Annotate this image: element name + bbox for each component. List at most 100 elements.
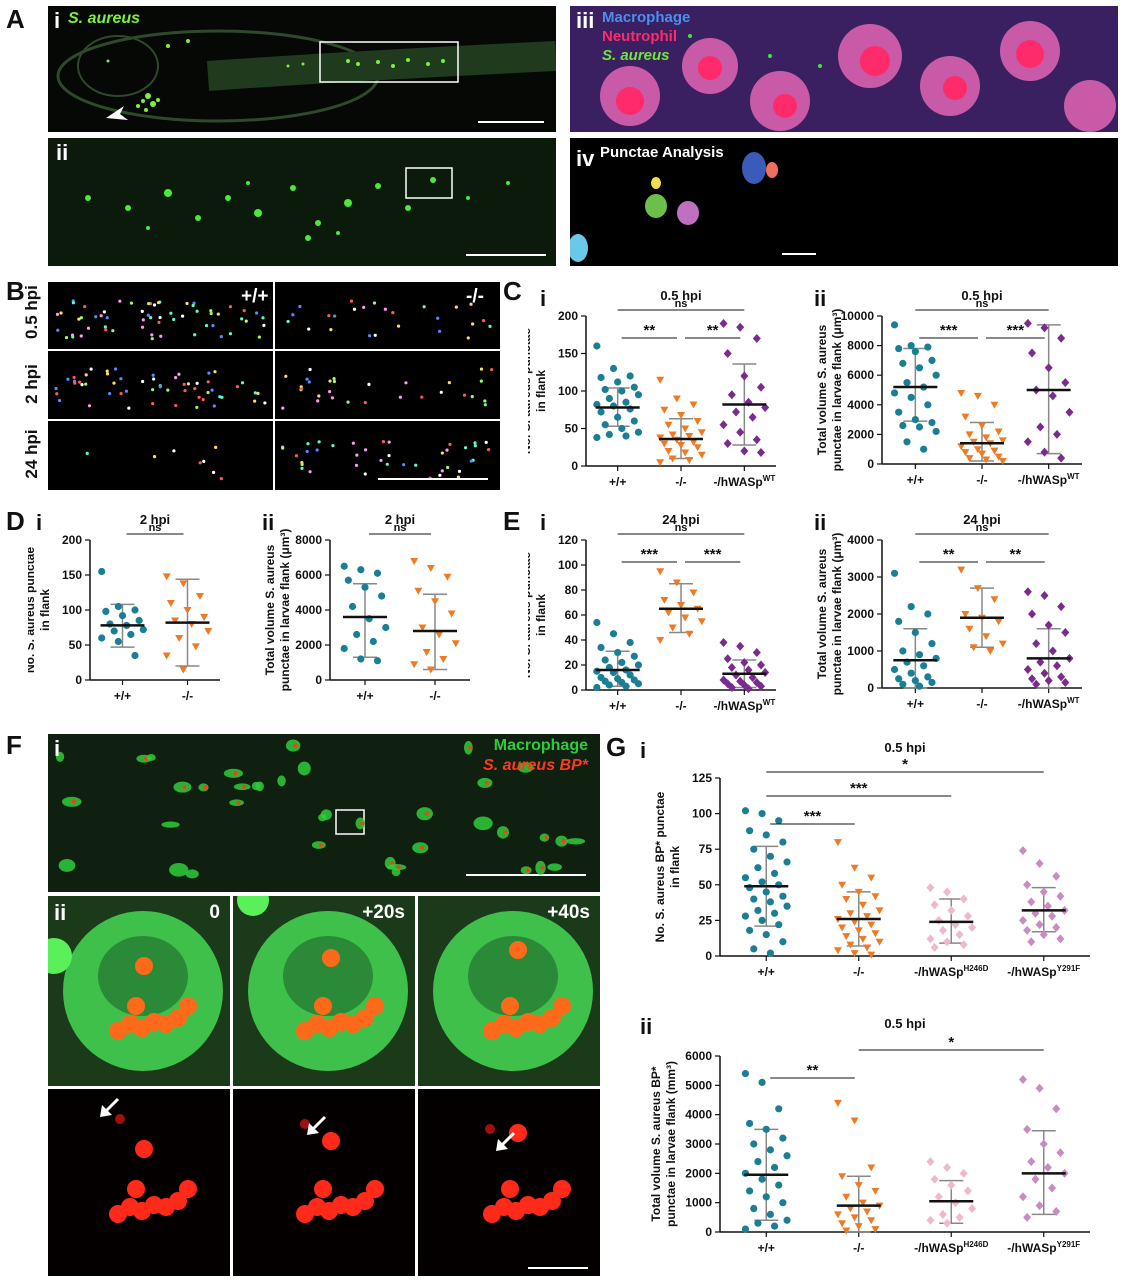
- data-point: [783, 858, 791, 866]
- data-point: [736, 322, 745, 332]
- data-point: [664, 421, 673, 429]
- b-punctum: [330, 396, 335, 400]
- b-punctum: [488, 324, 492, 328]
- data-point: [741, 1070, 750, 1078]
- b-punctum: [479, 367, 484, 371]
- data-point: [693, 418, 702, 425]
- y-tick-label: 4000: [847, 533, 874, 547]
- significance-bracket: ***: [986, 322, 1045, 339]
- significance-label: **: [807, 1062, 819, 1079]
- bacterium: [322, 1132, 340, 1150]
- data-point: [685, 457, 694, 464]
- data-point: [664, 448, 673, 455]
- point-group: [410, 558, 460, 674]
- timelapse-frame-merged: 0: [48, 896, 230, 1086]
- data-point: [685, 433, 694, 440]
- data-point: [357, 655, 365, 663]
- data-point: [1057, 333, 1066, 343]
- b-punctum: [85, 451, 89, 456]
- data-point: [601, 656, 609, 664]
- y-tick-label: 100: [558, 384, 578, 398]
- b-punctum: [114, 367, 118, 371]
- significance-bracket: ***: [766, 780, 952, 797]
- data-point: [135, 616, 143, 625]
- data-point: [871, 893, 880, 901]
- y-tick-label: 150: [62, 568, 82, 582]
- b-punctum: [440, 451, 444, 455]
- data-point: [195, 593, 204, 600]
- b-punctum: [317, 394, 321, 398]
- data-point: [162, 573, 171, 581]
- data-point: [850, 864, 859, 872]
- data-point: [1043, 901, 1052, 911]
- data-point: [899, 421, 907, 430]
- b-punctum: [240, 317, 244, 321]
- b-punctum: [316, 399, 320, 403]
- data-point: [426, 666, 435, 674]
- data-point: [1023, 437, 1032, 447]
- significance-bracket: ns: [617, 522, 745, 535]
- chart-g-i: i 0.5 hpi No. S. aureus BP* punctaein flan…: [640, 738, 1090, 979]
- data-point: [833, 839, 842, 847]
- b-punctum: [300, 466, 304, 470]
- data-point: [858, 935, 867, 943]
- y-tick-label: 120: [558, 533, 578, 547]
- b-punctum: [206, 380, 210, 384]
- data-point: [127, 630, 135, 639]
- significance-bracket: **: [621, 322, 677, 339]
- b-punctum: [352, 307, 357, 311]
- x-tick-label: +/+: [609, 699, 626, 713]
- b-punctum: [149, 315, 153, 320]
- b-punctum: [104, 328, 108, 332]
- b-punctum: [363, 401, 367, 405]
- point-group: [719, 319, 770, 457]
- b-punctum: [328, 379, 332, 383]
- significance-bracket: *: [766, 756, 1044, 773]
- b-punctum: [396, 324, 401, 328]
- chart-d-i: i 2 hpi No. S. aureus punctaein flank 0 50 10…: [28, 510, 220, 703]
- macrophage-cell: [58, 858, 76, 872]
- point-group: [656, 376, 706, 467]
- b-punctum: [218, 395, 222, 399]
- b-punctum: [462, 393, 467, 397]
- data-point: [740, 658, 749, 667]
- data-point: [895, 675, 903, 683]
- x-tick-label: -/-: [976, 473, 987, 487]
- data-point: [928, 678, 936, 687]
- bacterium: [501, 997, 519, 1015]
- bacterium: [553, 1180, 571, 1198]
- b-punctum: [483, 403, 487, 407]
- y-tick-label: 3000: [685, 1137, 712, 1151]
- data-point: [924, 343, 932, 351]
- data-point: [693, 444, 702, 452]
- significance-bracket: **: [986, 546, 1045, 563]
- bacterium: [356, 1192, 374, 1210]
- data-point: [915, 651, 924, 659]
- data-point: [994, 618, 1003, 626]
- data-point: [1057, 672, 1066, 682]
- data-point: [1061, 628, 1070, 637]
- data-point: [1032, 679, 1041, 689]
- significance-bracket: ns: [126, 522, 184, 535]
- data-point: [890, 321, 899, 329]
- data-point: [1057, 602, 1066, 612]
- chart-title: 24 hpi: [662, 512, 700, 527]
- b-punctum: [363, 472, 367, 476]
- b-punctum: [300, 462, 304, 467]
- b-punctum: [105, 372, 110, 376]
- bacterium: [135, 957, 153, 975]
- data-point: [779, 838, 787, 846]
- b-punctum: [244, 319, 248, 323]
- b-punctum: [354, 463, 359, 467]
- data-point: [871, 930, 880, 938]
- data-point: [994, 453, 1003, 461]
- data-point: [1044, 676, 1053, 686]
- flank-zoom-view: [85, 167, 546, 256]
- data-point: [998, 640, 1007, 648]
- significance-bracket: ns: [915, 298, 1049, 311]
- data-point: [867, 921, 876, 929]
- macrophage-cell: [318, 813, 327, 822]
- data-point: [899, 680, 907, 688]
- data-point: [911, 677, 919, 685]
- chart-title: 2 hpi: [140, 512, 170, 527]
